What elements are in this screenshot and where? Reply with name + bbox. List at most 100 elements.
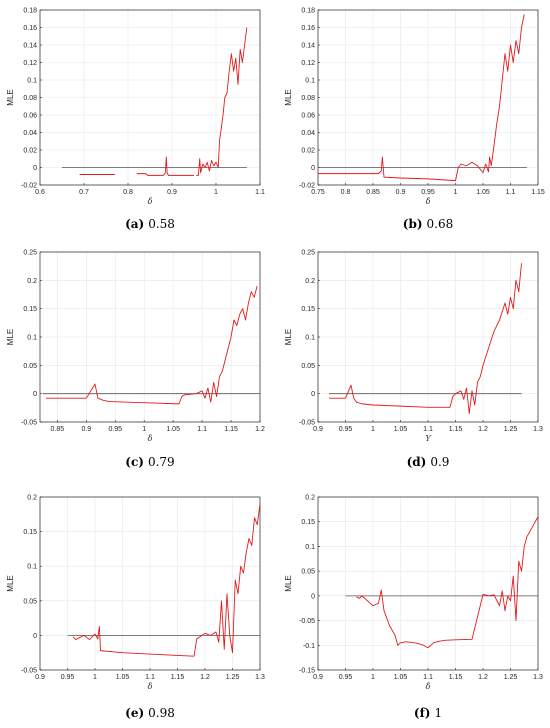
mle-series-line <box>72 503 261 657</box>
x-tick-label: 1.1 <box>255 189 265 196</box>
caption-tag: (f) <box>414 706 431 720</box>
caption-value: 0.58 <box>148 217 175 231</box>
y-tick-label: 0 <box>33 633 37 640</box>
x-tick-label: 1.05 <box>116 674 130 681</box>
y-tick-label: -0.15 <box>299 668 315 675</box>
chart-panel-e: 0.9 0.95 1 1.05 1.1 1.15 1.2 1.25 1.3 -0.05 0 0.05 0… <box>6 495 265 721</box>
x-tick-label: 1.25 <box>504 674 518 681</box>
x-tick-label: 1 <box>142 426 146 433</box>
y-tick-label: 0.1 <box>305 335 315 342</box>
mle-series-line <box>329 263 522 414</box>
x-tick-label: 0.95 <box>339 426 353 433</box>
x-tick-label: 1.1 <box>423 674 433 681</box>
y-tick-label: 0.16 <box>301 25 315 32</box>
y-tick-label: -0.05 <box>21 668 37 675</box>
x-axis-label: δ <box>426 197 431 206</box>
x-tick-label: 0.85 <box>51 426 65 433</box>
y-tick-label: 0.14 <box>23 43 37 50</box>
y-tick-label: -0.05 <box>299 618 315 625</box>
mle-series-line <box>318 14 525 182</box>
y-tick-label: 0.04 <box>23 130 37 137</box>
y-tick-label: -0.1 <box>303 643 315 650</box>
x-tick-label: 0.95 <box>339 674 353 681</box>
x-tick-label: 0.95 <box>61 674 75 681</box>
y-tick-label: 0.1 <box>305 544 315 551</box>
caption-tag: (d) <box>407 455 427 469</box>
y-tick-label: 0.1 <box>27 78 37 85</box>
mle-series-line <box>45 285 258 405</box>
x-axis-label: δ <box>148 682 153 691</box>
x-tick-label: 1.05 <box>394 674 408 681</box>
x-axis-label: Υ <box>425 434 431 443</box>
y-tick-label: -0.02 <box>299 183 315 190</box>
x-tick-label: 1.15 <box>449 674 463 681</box>
x-tick-label: 1.15 <box>224 426 238 433</box>
y-tick-label: 0 <box>311 391 315 398</box>
x-tick-label: 1.25 <box>504 426 518 433</box>
y-tick-label: 0 <box>33 165 37 172</box>
y-tick-label: 0.16 <box>23 25 37 32</box>
y-tick-label: 0.02 <box>301 148 315 155</box>
y-tick-label: 0.06 <box>301 113 315 120</box>
y-axis-label: MLE <box>6 575 15 591</box>
y-tick-label: 0.25 <box>23 250 37 257</box>
x-tick-label: 0.9 <box>35 674 45 681</box>
x-tick-label: 0.9 <box>396 189 406 196</box>
x-tick-label: 1 <box>214 189 218 196</box>
y-tick-label: 0.05 <box>301 363 315 370</box>
x-tick-label: 1 <box>93 674 97 681</box>
subfigure-caption: (c) 0.79 <box>125 455 174 469</box>
x-tick-label: 1.2 <box>255 426 265 433</box>
y-tick-label: 0.2 <box>305 495 315 502</box>
caption-value: 0.68 <box>427 217 454 231</box>
x-tick-label: 0.95 <box>421 189 435 196</box>
y-tick-label: 0.15 <box>23 306 37 313</box>
x-tick-label: 1 <box>454 189 458 196</box>
x-tick-label: 0.95 <box>108 426 122 433</box>
y-tick-label: 0.12 <box>23 60 37 67</box>
x-tick-label: 0.6 <box>35 189 45 196</box>
y-axis-label: MLE <box>284 329 293 345</box>
y-tick-label: 0.15 <box>301 306 315 313</box>
y-tick-label: 0.1 <box>305 78 315 85</box>
x-tick-label: 0.8 <box>341 189 351 196</box>
y-tick-label: -0.05 <box>21 420 37 427</box>
y-tick-label: 0 <box>311 165 315 172</box>
y-tick-label: 0 <box>33 391 37 398</box>
y-tick-label: 0.2 <box>27 278 37 285</box>
x-tick-label: 0.7 <box>79 189 89 196</box>
y-tick-label: 0.06 <box>23 113 37 120</box>
x-tick-label: 0.9 <box>81 426 91 433</box>
y-tick-label: 0.08 <box>301 95 315 102</box>
x-axis-label: δ <box>148 434 153 443</box>
y-tick-label: -0.02 <box>21 183 37 190</box>
y-axis-label: MLE <box>6 89 15 105</box>
y-tick-label: 0.15 <box>301 519 315 526</box>
x-tick-label: 1.2 <box>200 674 210 681</box>
x-tick-label: 0.8 <box>123 189 133 196</box>
y-axis-label: MLE <box>284 89 293 105</box>
x-tick-label: 1.1 <box>197 426 207 433</box>
x-tick-label: 1.15 <box>171 674 185 681</box>
subfigure-caption: (d) 0.9 <box>407 455 450 469</box>
y-tick-label: 0.2 <box>27 495 37 502</box>
y-tick-label: 0.05 <box>23 363 37 370</box>
y-axis-label: MLE <box>284 575 293 591</box>
y-tick-label: -0.05 <box>299 420 315 427</box>
y-tick-label: 0.25 <box>301 250 315 257</box>
chart-panel-f: 0.9 0.95 1 1.05 1.1 1.15 1.2 1.25 1.3 -0.15 -0.1 -0… <box>284 495 543 721</box>
y-tick-label: 0.2 <box>305 278 315 285</box>
y-tick-label: 0.1 <box>27 564 37 571</box>
x-tick-label: 1.05 <box>394 426 408 433</box>
caption-tag: (b) <box>403 217 423 231</box>
x-tick-label: 1.3 <box>533 674 543 681</box>
y-tick-label: 0.02 <box>23 148 37 155</box>
y-tick-label: 0.08 <box>23 95 37 102</box>
y-tick-label: 0.12 <box>301 60 315 67</box>
subfigure-caption: (b) 0.68 <box>403 217 453 231</box>
x-tick-label: 1.3 <box>533 426 543 433</box>
x-tick-label: 1.1 <box>506 189 516 196</box>
caption-tag: (a) <box>125 217 144 231</box>
chart-panel-d: 0.9 0.95 1 1.05 1.1 1.15 1.2 1.25 1.3 -0.05 0 0.05 0… <box>284 250 543 470</box>
